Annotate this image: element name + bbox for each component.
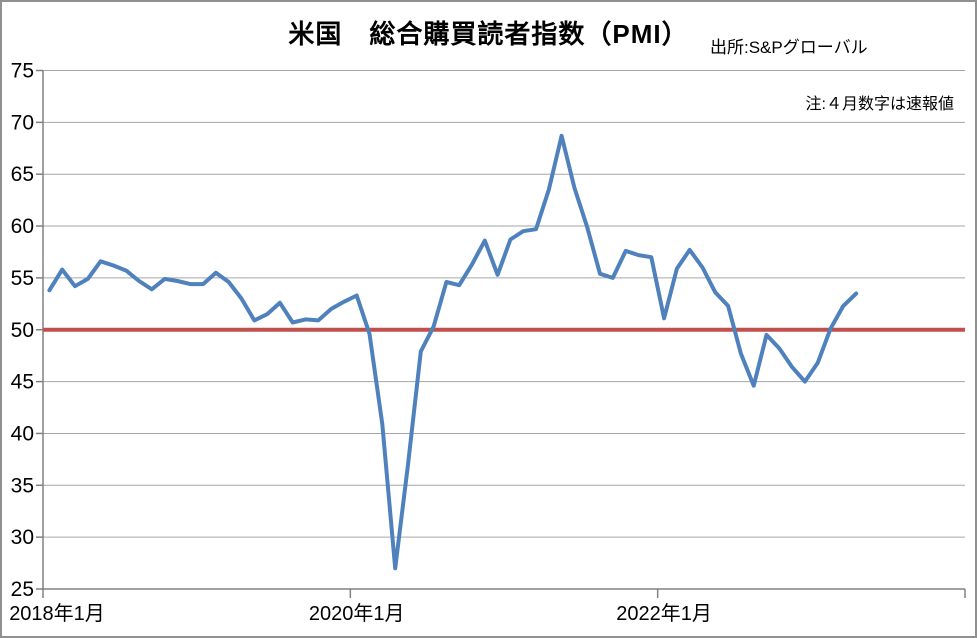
y-tick-label: 40 <box>11 422 34 445</box>
y-tick-label: 65 <box>11 163 34 186</box>
y-tick-label: 45 <box>11 371 34 394</box>
y-tick-label: 30 <box>11 526 34 549</box>
y-tick-label: 60 <box>11 215 34 238</box>
x-tick-label: 2020年1月 <box>309 602 405 625</box>
y-tick-label: 70 <box>11 111 34 134</box>
y-tick-label: 55 <box>11 267 34 290</box>
x-tick-label: 2018年1月 <box>9 602 105 625</box>
y-tick-label: 25 <box>11 578 34 601</box>
y-tick-label: 75 <box>11 60 34 83</box>
pmi-line <box>47 133 859 571</box>
x-tick-label: 2022年1月 <box>616 602 712 625</box>
chart-title: 米国 総合購買読者指数（PMI） <box>288 19 689 49</box>
y-tick-label: 50 <box>11 319 34 342</box>
source-label: 出所:S&Pグローバル <box>710 38 868 57</box>
note-label: 注:４月数字は速報値 <box>805 96 954 113</box>
y-tick-label: 35 <box>11 474 34 497</box>
